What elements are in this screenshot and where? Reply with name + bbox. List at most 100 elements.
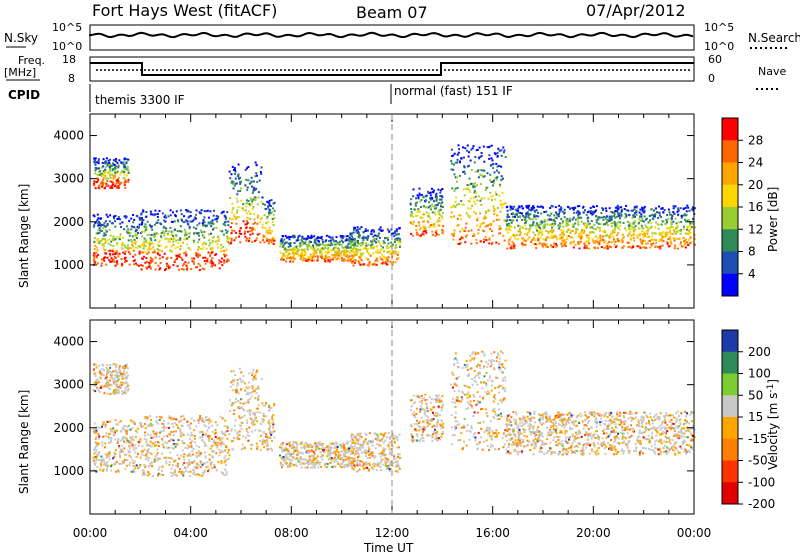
echo-cell: [396, 233, 399, 236]
echo-cell: [229, 385, 232, 388]
echo-cell: [240, 428, 243, 430]
echo-cell: [417, 195, 420, 197]
echo-cell: [109, 254, 112, 257]
echo-cell: [339, 464, 342, 467]
echo-cell: [552, 236, 554, 239]
echo-cell: [561, 240, 564, 243]
echo-cell: [537, 211, 540, 214]
echo-cell: [224, 220, 227, 223]
echo-cell: [344, 455, 347, 458]
echo-cell: [207, 419, 210, 422]
echo-cell: [134, 242, 137, 245]
echo-cell: [144, 458, 147, 461]
echo-cell: [511, 215, 514, 218]
echo-cell: [173, 443, 176, 445]
echo-cell: [195, 213, 197, 216]
echo-cell: [246, 230, 249, 233]
echo-cell: [536, 229, 538, 232]
echo-cell: [360, 258, 363, 261]
echo-cell: [675, 228, 678, 231]
echo-cell: [358, 256, 361, 259]
echo-cell: [120, 247, 123, 249]
echo-cell: [112, 174, 115, 177]
echo-cell: [615, 206, 618, 209]
echo-cell: [369, 254, 372, 257]
echo-cell: [242, 407, 244, 410]
echo-cell: [121, 373, 124, 376]
echo-cell: [130, 228, 133, 231]
echo-cell: [121, 169, 124, 172]
echo-cell: [101, 238, 104, 241]
echo-cell: [201, 463, 204, 466]
echo-cell: [480, 169, 483, 172]
echo-cell: [189, 475, 192, 477]
echo-cell: [203, 445, 206, 448]
echo-cell: [622, 221, 625, 224]
echo-cell: [308, 458, 311, 461]
cpid-mode-2: normal (fast) 151 IF: [394, 84, 513, 98]
echo-cell: [145, 241, 148, 244]
echo-cell: [375, 238, 378, 241]
echo-cell: [671, 233, 674, 235]
echo-cell: [247, 401, 250, 404]
echo-cell: [324, 245, 327, 248]
echo-cell: [234, 182, 237, 185]
echo-cell: [587, 234, 590, 237]
echo-cell: [397, 251, 400, 254]
echo-cell: [479, 183, 482, 186]
echo-cell: [528, 228, 531, 231]
echo-cell: [136, 427, 139, 430]
echo-cell: [145, 452, 148, 455]
echo-cell: [166, 238, 169, 241]
echo-cell: [247, 210, 250, 213]
echo-cell: [115, 250, 118, 253]
echo-cell: [175, 474, 178, 477]
echo-cell: [551, 230, 554, 233]
echo-cell: [139, 424, 142, 427]
echo-cell: [329, 461, 332, 464]
echo-cell: [168, 433, 171, 436]
echo-cell: [459, 218, 462, 221]
echo-cell: [244, 389, 247, 392]
echo-cell: [101, 179, 104, 182]
colorbar-segment: [722, 273, 738, 297]
echo-cell: [602, 238, 605, 241]
echo-cell: [526, 233, 529, 236]
echo-cell: [396, 257, 399, 260]
echo-cell: [634, 215, 636, 218]
echo-cell: [222, 233, 225, 236]
echo-cell: [109, 180, 112, 183]
echo-cell: [231, 211, 234, 214]
echo-cell: [463, 170, 466, 173]
echo-cell: [154, 455, 157, 458]
echo-cell: [414, 204, 417, 207]
echo-cell: [534, 234, 537, 236]
echo-cell: [655, 232, 658, 235]
echo-cell: [163, 234, 166, 237]
echo-cell: [511, 240, 514, 243]
echo-cell: [96, 379, 99, 382]
echo-cell: [199, 264, 202, 267]
echo-cell: [105, 383, 108, 386]
echo-cell: [113, 159, 116, 162]
echo-cell: [188, 227, 191, 230]
echo-cell: [328, 454, 331, 457]
echo-cell: [393, 250, 396, 253]
echo-cell: [227, 240, 230, 243]
echo-cell: [427, 221, 430, 224]
echo-cell: [684, 232, 687, 235]
echo-cell: [267, 206, 270, 209]
echo-cell: [351, 237, 354, 240]
echo-cell: [395, 230, 398, 233]
echo-cell: [159, 262, 162, 264]
echo-cell: [678, 229, 681, 232]
echo-cell: [261, 226, 264, 229]
echo-cell: [102, 173, 105, 176]
echo-cell: [188, 225, 191, 228]
echo-cell: [632, 222, 635, 225]
echo-cell: [249, 217, 252, 220]
echo-cell: [357, 230, 360, 233]
echo-cell: [251, 232, 254, 235]
echo-cell: [173, 228, 176, 231]
echo-cell: [257, 429, 260, 432]
